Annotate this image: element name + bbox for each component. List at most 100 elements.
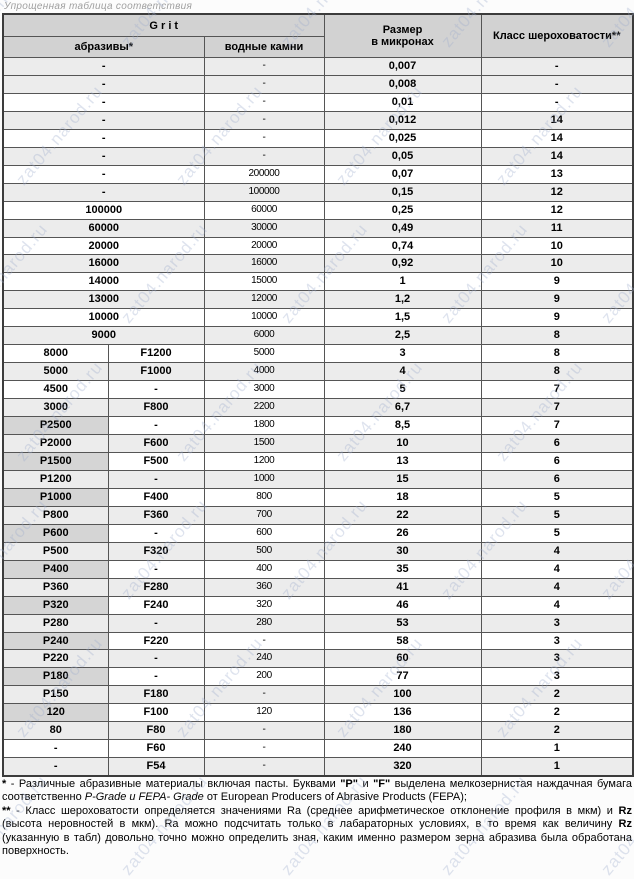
- cell-roughness-class: 12: [480, 182, 634, 202]
- col-header-grit: G r i t: [2, 13, 325, 37]
- cell-fepa-grade: -: [107, 559, 205, 579]
- cell-fepa-grade: -: [107, 469, 205, 489]
- cell-roughness-class: 14: [480, 128, 634, 148]
- cell-abrasive: P220: [2, 649, 109, 669]
- cell-roughness-class: -: [480, 57, 634, 76]
- table-row: 3000 F800 2200 6,7 7: [2, 398, 634, 418]
- cell-waterstone: -: [203, 739, 325, 759]
- cell-abrasive: 14000: [2, 272, 205, 292]
- table-row: 14000 15000 1 9: [2, 272, 634, 292]
- table-row: P2500-1800 8,5 7: [2, 416, 634, 436]
- cell-roughness-class: 14: [480, 146, 634, 166]
- cell-abrasive: -: [2, 128, 205, 148]
- table-row: P800 F360 700 22 5: [2, 505, 634, 525]
- footnote-text-run: **: [2, 804, 17, 817]
- cell-size-microns: 41: [323, 577, 482, 597]
- cell-size-microns: 46: [323, 595, 482, 615]
- cell-size-microns: 0,15: [323, 182, 482, 202]
- table-row: P220-240 60 3: [2, 649, 634, 669]
- cell-waterstone: 10000: [203, 308, 325, 328]
- cell-size-microns: 0,92: [323, 254, 482, 274]
- cell-waterstone: -: [203, 92, 325, 112]
- cell-roughness-class: -: [480, 74, 634, 94]
- table-row: - -0,05 14: [2, 146, 634, 166]
- cell-abrasive: -: [2, 757, 109, 777]
- cell-abrasive: P1000: [2, 487, 109, 507]
- col-header-waterstones: водные камни: [203, 36, 325, 58]
- footnote-text-run: - Класс шероховатости определяется значе…: [16, 804, 619, 817]
- cell-waterstone: -: [203, 721, 325, 741]
- cell-roughness-class: 4: [480, 595, 634, 615]
- cell-waterstone: 15000: [203, 272, 325, 292]
- cell-fepa-grade: -: [107, 523, 205, 543]
- cell-waterstone: -: [203, 128, 325, 148]
- cell-size-microns: 1: [323, 272, 482, 292]
- cell-fepa-grade: F60: [107, 739, 205, 759]
- cell-fepa-grade: F320: [107, 541, 205, 561]
- cell-size-microns: 100: [323, 685, 482, 705]
- cell-roughness-class: 9: [480, 290, 634, 310]
- cell-waterstone: -: [203, 110, 325, 130]
- cell-roughness-class: 4: [480, 577, 634, 597]
- cell-waterstone: 1200: [203, 451, 325, 471]
- cell-roughness-class: 11: [480, 218, 634, 238]
- cell-roughness-class: 9: [480, 272, 634, 292]
- cell-size-microns: 10: [323, 434, 482, 453]
- cell-waterstone: 30000: [203, 218, 325, 238]
- cell-fepa-grade: F54: [107, 757, 205, 777]
- cell-fepa-grade: F400: [107, 487, 205, 507]
- cell-size-microns: 3: [323, 344, 482, 364]
- table-row: P180-200 77 3: [2, 667, 634, 687]
- footnote-text-run: "F": [373, 778, 391, 790]
- table-header: G r i t Размер в микронах Класс шерохова…: [2, 13, 634, 58]
- table-row: 60000 30000 0,49 11: [2, 218, 634, 238]
- table-row: P2000 F600 1500 10 6: [2, 434, 634, 453]
- cell-waterstone: 320: [203, 595, 325, 615]
- table-row: 20000 20000 0,74 10: [2, 236, 634, 256]
- cell-fepa-grade: F240: [107, 595, 205, 615]
- cell-roughness-class: 8: [480, 344, 634, 364]
- cell-abrasive: P2500: [2, 416, 109, 436]
- cell-waterstone: -: [203, 57, 325, 76]
- cell-roughness-class: 7: [480, 398, 634, 418]
- table-body: - -0,007- - -0,008- - -0,01- - -0,012 14- -0,025 1…: [2, 57, 634, 777]
- cell-size-microns: 35: [323, 559, 482, 579]
- cell-waterstone: 800: [203, 487, 325, 507]
- cell-fepa-grade: F100: [107, 703, 205, 723]
- cell-abrasive: P180: [2, 667, 109, 687]
- cell-waterstone: 120: [203, 703, 325, 723]
- page-title: Упрощенная таблица соответствия: [4, 1, 193, 12]
- footnote-text-run: выделена мелкозернистая наждачная бумага…: [2, 778, 632, 804]
- cell-waterstone: -: [203, 631, 325, 651]
- grit-correspondence-table: G r i t Размер в микронах Класс шерохова…: [2, 13, 634, 778]
- cell-abrasive: P150: [2, 685, 109, 705]
- cell-roughness-class: 4: [480, 559, 634, 579]
- cell-roughness-class: 10: [480, 254, 634, 274]
- cell-abrasive: P360: [2, 577, 109, 597]
- cell-abrasive: 4500: [2, 380, 109, 400]
- cell-roughness-class: 8: [480, 326, 634, 346]
- cell-abrasive: 120: [2, 703, 109, 723]
- cell-roughness-class: 6: [480, 469, 634, 489]
- cell-fepa-grade: -: [107, 613, 205, 633]
- cell-fepa-grade: F360: [107, 505, 205, 525]
- cell-waterstone: 400: [203, 559, 325, 579]
- cell-abrasive: -: [2, 146, 205, 166]
- cell-abrasive: 13000: [2, 290, 205, 310]
- cell-roughness-class: 5: [480, 487, 634, 507]
- cell-abrasive: 100000: [2, 200, 205, 220]
- cell-size-microns: 4: [323, 362, 482, 382]
- table-row: P1500 F500 1200 13 6: [2, 451, 634, 471]
- cell-size-microns: 22: [323, 505, 482, 525]
- cell-size-microns: 320: [323, 757, 482, 777]
- cell-fepa-grade: -: [107, 667, 205, 687]
- cell-roughness-class: 7: [480, 380, 634, 400]
- table-row: - F54-320 1: [2, 757, 634, 777]
- cell-size-microns: 26: [323, 523, 482, 543]
- cell-waterstone: 200000: [203, 164, 325, 184]
- cell-size-microns: 6,7: [323, 398, 482, 418]
- table-row: P280-280 53 3: [2, 613, 634, 633]
- cell-size-microns: 58: [323, 631, 482, 651]
- cell-fepa-grade: F180: [107, 685, 205, 705]
- cell-waterstone: 6000: [203, 326, 325, 346]
